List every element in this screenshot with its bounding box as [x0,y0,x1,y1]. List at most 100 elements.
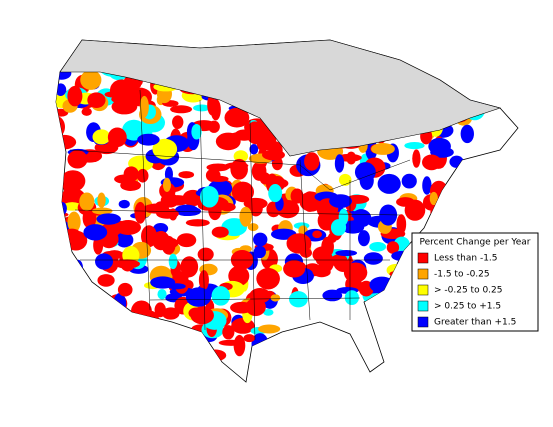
trend-patch [386,241,400,254]
trend-patch [81,107,92,116]
trend-patch [162,307,180,320]
trend-patch [162,177,171,192]
trend-patch [253,245,266,259]
trend-patch [218,339,244,346]
trend-patch [268,183,283,203]
border [69,149,411,191]
trend-patch [346,151,357,165]
trend-patch [243,334,255,343]
trend-patch [289,291,308,308]
trend-patch [377,173,401,194]
trend-patch [115,220,141,235]
trend-patch [95,253,114,270]
trend-patch [178,171,195,179]
region-lines [139,89,351,341]
trend-patch [157,289,167,300]
trend-patch [304,152,320,171]
trend-patch [190,306,214,325]
trend-patch [363,252,383,265]
trend-patch [239,206,252,227]
trend-patch [93,235,104,255]
trend-patch [247,223,259,232]
trend-patch [211,286,231,306]
trend-patch [156,208,179,219]
trend-patch [249,144,259,155]
trend-patch [67,211,81,233]
trend-patch [422,176,432,195]
trend-patch [231,181,254,203]
trend-patch [312,266,331,278]
trend-patch [68,180,78,196]
trend-patch [193,104,211,112]
trend-patch [191,124,202,140]
trend-patch [270,294,281,302]
trend-patch [92,129,111,145]
trend-patch [67,150,88,169]
trend-patch [343,262,368,283]
region-lines [74,209,401,301]
trend-patch [401,173,417,189]
trend-patch [251,161,267,181]
trend-patch [170,105,193,114]
trend-patch [341,220,365,234]
trend-patch [256,267,280,290]
trend-patch [137,168,149,183]
trend-patch [329,194,352,209]
trend-patch [114,259,140,269]
trend-patch [97,274,115,287]
trend-patch [130,123,147,135]
trend-patch [371,143,395,155]
trend-patch [334,154,345,173]
boundaries [69,89,411,341]
trend-patch [321,236,334,257]
trend-patch [335,249,358,257]
trend-patch [79,192,95,211]
trend-patch [152,138,178,160]
trend-patch [422,154,442,171]
trend-patch [118,199,130,209]
trend-patch [134,201,147,224]
trend-patch [137,133,160,146]
trend-patch [263,309,274,316]
trend-patch [97,192,106,208]
trend-patch [245,297,266,317]
trend-patch [369,242,387,252]
trend-patch [176,233,197,248]
trend-patch [357,230,370,247]
trend-patch [176,206,201,217]
trend-patch [224,162,249,169]
trend-patch [96,213,121,225]
trend-patch [253,232,268,247]
trend-patch [224,107,250,128]
trend-patch [430,146,454,158]
trend-patch [115,232,134,248]
legend-label: Greater than +1.5 [434,318,516,328]
trend-patch [208,120,220,133]
legend-box [411,232,539,332]
trend-patch [256,137,266,151]
legend-swatch [417,252,429,264]
trend-patch [312,230,322,239]
northern-region [59,39,502,157]
trend-patch [60,188,86,207]
legend-swatch [417,268,429,280]
trend-patch [344,290,359,306]
trend-patch [206,163,230,172]
trend-patch [80,69,102,90]
trend-patch [87,92,106,108]
trend-patch [429,191,438,206]
legend-title: Percent Change per Year [420,238,531,248]
trend-patch [197,247,214,262]
trend-patch [185,219,210,227]
trend-patch [139,95,149,118]
trend-patch [153,223,169,234]
legend-swatch [417,284,429,296]
trend-patch [262,149,285,161]
trend-patch [404,142,425,150]
trend-patch [117,282,133,297]
trend-patch [412,149,421,168]
trend-patch [211,226,229,238]
trend-patch [67,85,83,107]
trend-patch [185,287,212,307]
